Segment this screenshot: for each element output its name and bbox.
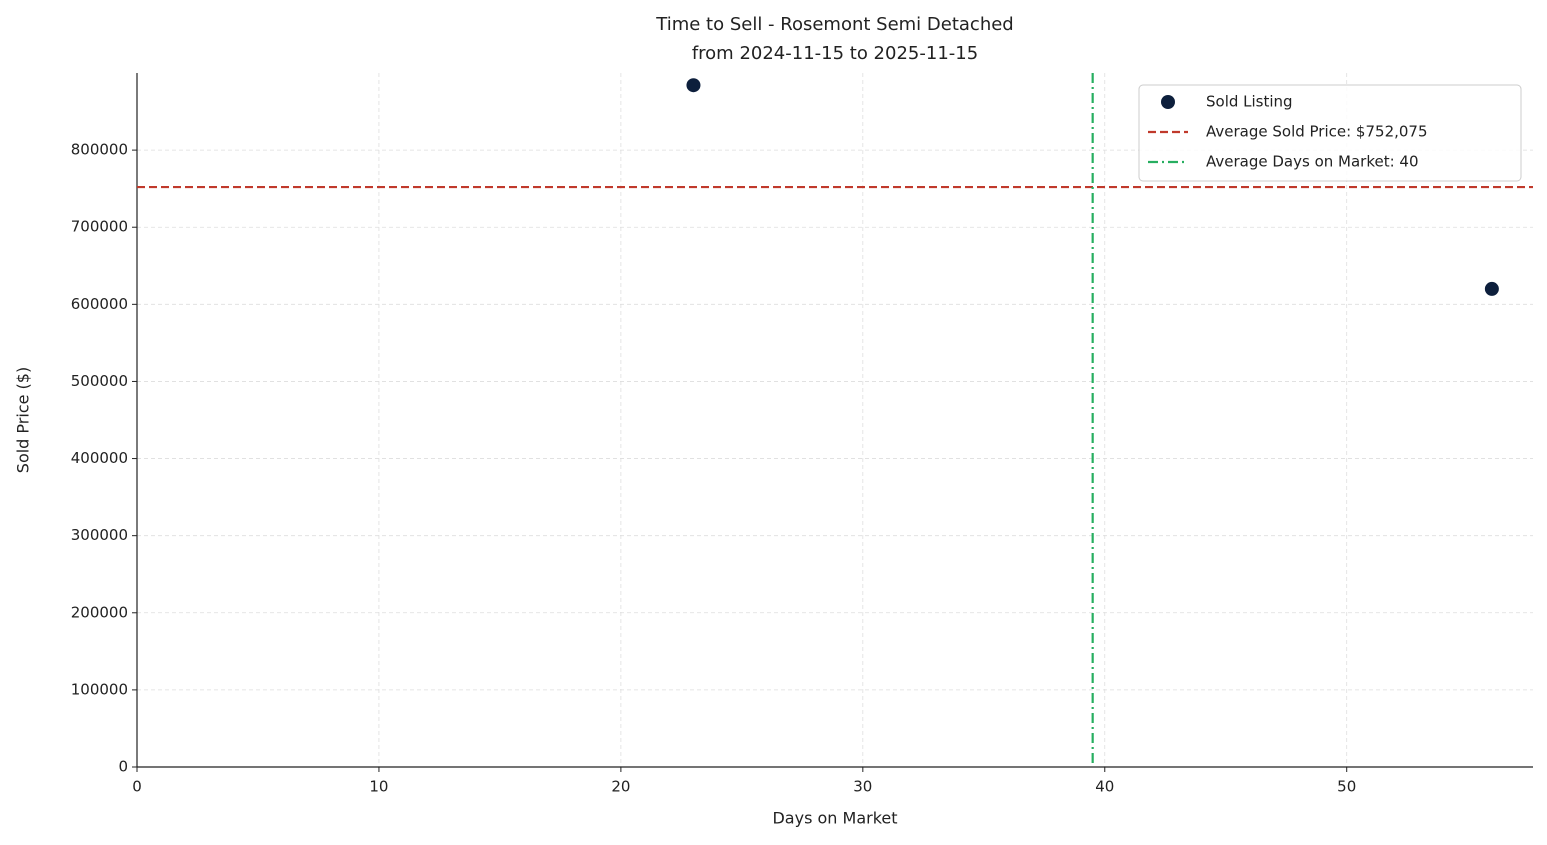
x-tick-label: 0 [132, 778, 142, 796]
legend-label: Sold Listing [1206, 93, 1293, 111]
y-axis-label: Sold Price ($) [14, 367, 33, 473]
legend-box [1138, 84, 1522, 182]
y-tick-label: 0 [118, 758, 128, 776]
point [686, 78, 701, 93]
legend-marker [1161, 95, 1175, 109]
y-tick-label: 200000 [71, 603, 128, 621]
y-tick-label: 700000 [71, 218, 128, 236]
y-tick-label: 500000 [71, 372, 128, 390]
y-tick-label: 300000 [71, 526, 128, 544]
x-tick-label: 20 [611, 778, 630, 796]
y-tick-label: 600000 [71, 295, 128, 313]
y-tick-label: 100000 [71, 680, 128, 698]
x-axis-label: Days on Market [772, 809, 897, 828]
y-tick-label: 400000 [71, 449, 128, 467]
x-tick-label: 30 [853, 778, 872, 796]
y-tick-label: 800000 [71, 141, 128, 159]
legend-label: Average Sold Price: $752,075 [1206, 123, 1428, 141]
legend-label: Average Days on Market: 40 [1206, 153, 1419, 171]
chart-subtitle: from 2024-11-15 to 2025-11-15 [692, 43, 978, 64]
x-tick-label: 40 [1095, 778, 1114, 796]
point [1484, 281, 1499, 296]
x-tick-label: 10 [369, 778, 388, 796]
x-tick-label: 50 [1337, 778, 1356, 796]
chart-title: Time to Sell - Rosemont Semi Detached [655, 14, 1014, 35]
